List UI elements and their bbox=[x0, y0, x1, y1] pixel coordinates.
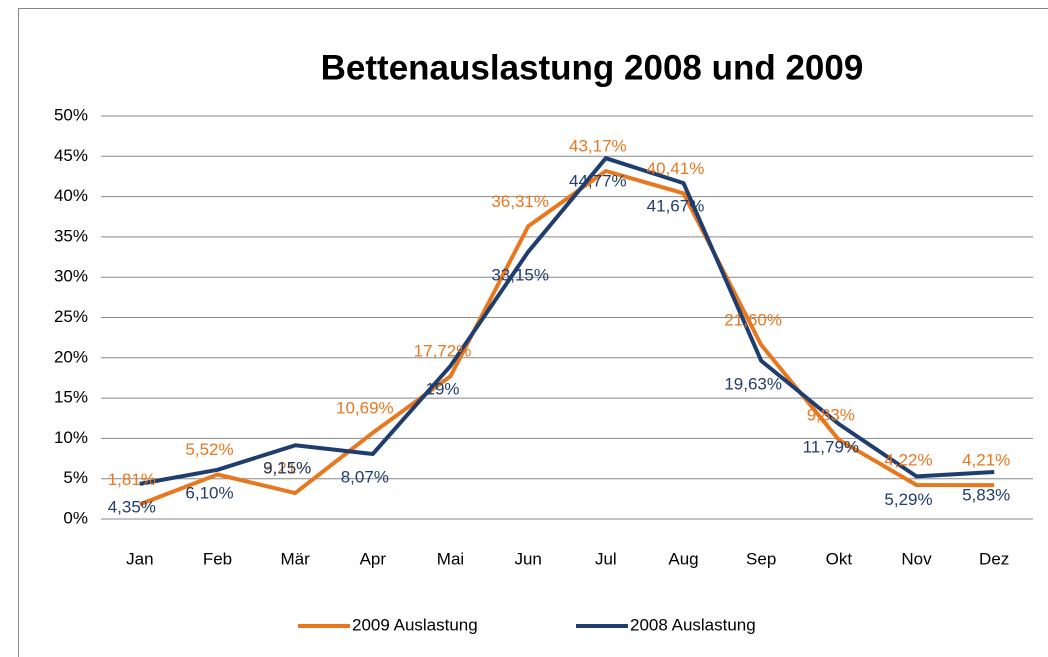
data-label: 33,15% bbox=[491, 265, 549, 284]
x-tick-label: Jan bbox=[126, 549, 153, 568]
chart-title: Bettenauslastung 2008 und 2009 bbox=[321, 48, 864, 87]
data-label: 9,15% bbox=[263, 459, 311, 478]
data-label: 5,29% bbox=[884, 490, 932, 509]
data-label: 5,83% bbox=[962, 485, 1010, 504]
y-tick-label: 15% bbox=[54, 388, 88, 407]
data-label: 9,83% bbox=[807, 405, 855, 424]
data-label: 41,67% bbox=[647, 197, 705, 216]
x-tick-label: Okt bbox=[826, 549, 853, 568]
y-tick-label: 30% bbox=[54, 267, 88, 286]
chart-border bbox=[18, 8, 1048, 657]
data-label: 19% bbox=[425, 379, 459, 398]
x-tick-label: Aug bbox=[668, 549, 698, 568]
data-label: 10,69% bbox=[336, 398, 394, 417]
x-tick-label: Jul bbox=[595, 549, 617, 568]
data-label: 5,52% bbox=[185, 440, 233, 459]
data-label: 21,60% bbox=[724, 310, 782, 329]
x-tick-label: Apr bbox=[360, 549, 387, 568]
x-tick-label: Sep bbox=[746, 549, 776, 568]
data-label: 8,07% bbox=[341, 467, 389, 486]
data-label: 11,79% bbox=[803, 437, 859, 456]
data-label: 1,81% bbox=[108, 470, 156, 489]
data-label: 4,35% bbox=[108, 497, 156, 516]
series-line bbox=[139, 156, 995, 486]
y-tick-label: 40% bbox=[54, 186, 88, 205]
x-tick-label: Feb bbox=[203, 549, 232, 568]
y-tick-label: 35% bbox=[54, 226, 88, 245]
legend-label: 2008 Auslastung bbox=[630, 615, 756, 634]
y-tick-label: 5% bbox=[63, 468, 88, 487]
data-label: 40,41% bbox=[647, 159, 705, 178]
x-tick-label: Mär bbox=[281, 549, 311, 568]
data-label: 4,21% bbox=[962, 451, 1010, 470]
series-line bbox=[139, 169, 995, 507]
data-label: 44,77% bbox=[569, 172, 627, 191]
data-label: 17,72% bbox=[414, 342, 472, 361]
data-label: 19,63% bbox=[724, 374, 782, 393]
x-tick-label: Jun bbox=[514, 549, 541, 568]
y-tick-label: 0% bbox=[63, 508, 88, 527]
legend-label: 2009 Auslastung bbox=[352, 615, 478, 634]
y-tick-label: 45% bbox=[54, 146, 88, 165]
x-tick-label: Nov bbox=[901, 549, 932, 568]
data-label: 36,31% bbox=[491, 192, 549, 211]
x-tick-label: Mai bbox=[437, 549, 464, 568]
data-label: 3,21% bbox=[263, 459, 311, 478]
y-tick-label: 50% bbox=[54, 105, 88, 124]
data-label: 6,10% bbox=[185, 483, 233, 502]
y-tick-label: 20% bbox=[54, 347, 88, 366]
y-tick-label: 25% bbox=[54, 307, 88, 326]
data-label: 4,22% bbox=[884, 450, 932, 469]
y-tick-label: 10% bbox=[54, 428, 88, 447]
data-label: 43,17% bbox=[569, 137, 627, 156]
x-tick-label: Dez bbox=[979, 549, 1009, 568]
